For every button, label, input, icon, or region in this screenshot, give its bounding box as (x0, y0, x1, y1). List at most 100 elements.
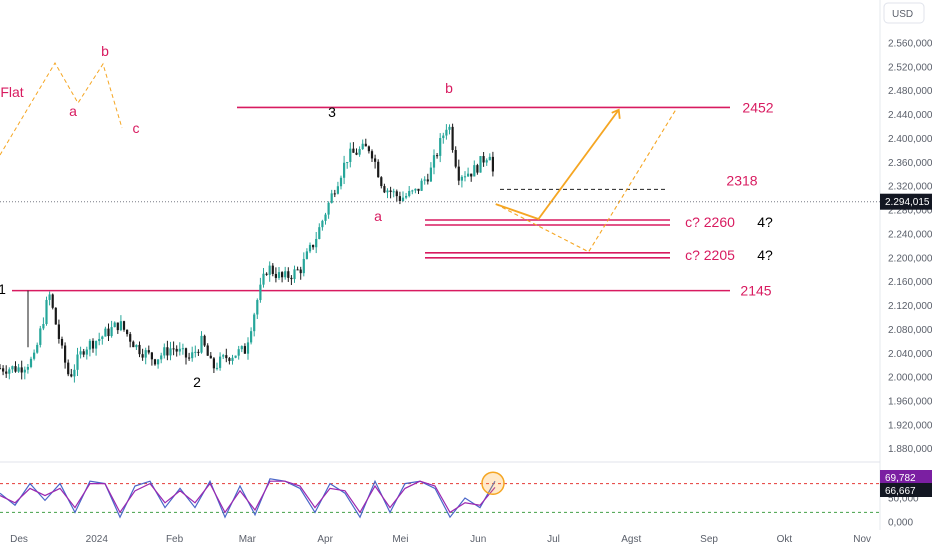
wave-label: c (133, 120, 140, 136)
candle-body (256, 300, 259, 315)
candle-body (104, 328, 107, 337)
candle-body (215, 367, 219, 369)
candle-body (39, 328, 42, 345)
candle-body (113, 322, 116, 328)
candle-body (355, 152, 358, 155)
stoch-highlight-circle (481, 471, 505, 495)
candle-body (116, 322, 119, 331)
candle-body (191, 352, 194, 359)
time-tick-label: Feb (166, 534, 184, 545)
candle-body (163, 347, 166, 356)
candle-body (473, 165, 476, 177)
wave-label: 2 (193, 374, 201, 390)
wave-label: 3 (328, 104, 336, 120)
candle-body (302, 258, 305, 274)
candle-body (153, 359, 157, 365)
candle-body (343, 162, 346, 178)
candle-body (231, 357, 234, 361)
candle-body (386, 190, 389, 193)
candle-body (389, 190, 392, 192)
candle-body (470, 173, 473, 177)
currency-label: USD (892, 9, 913, 20)
time-tick-label: Apr (317, 534, 333, 545)
candle-body (312, 244, 315, 248)
candle-body (339, 177, 343, 187)
candle-body (91, 340, 95, 349)
time-tick-label: Sep (700, 534, 718, 545)
candle-body (451, 126, 454, 151)
candle-body (88, 340, 91, 350)
time-tick-label: Nov (853, 534, 871, 545)
candle-body (219, 356, 222, 368)
candle-body (333, 193, 336, 195)
stoch-k-tag: 69,782 (885, 473, 916, 484)
candle-body (73, 369, 76, 377)
candle-body (426, 179, 429, 182)
candle-body (318, 227, 321, 239)
candle-body (60, 338, 64, 346)
candle-body (454, 150, 457, 167)
candle-body (23, 369, 26, 373)
level-label: c? 2205 (685, 247, 735, 263)
candle-body (129, 334, 132, 342)
candle-body (361, 143, 364, 150)
candle-body (45, 299, 48, 325)
wave-label: b (101, 43, 109, 59)
price-tick-label: 2.360,000 (888, 158, 932, 169)
price-tick-label: 2.320,000 (888, 182, 932, 193)
candle-body (172, 348, 175, 350)
candle-body (281, 272, 284, 278)
candle-body (370, 151, 374, 159)
candle-body (98, 338, 101, 342)
level-label: 2145 (740, 283, 771, 299)
candle-body (253, 314, 256, 332)
candle-body (392, 191, 395, 193)
candle-body (367, 146, 370, 152)
candle-body (203, 335, 206, 346)
candle-body (308, 244, 312, 252)
projection-solid[interactable] (495, 109, 620, 221)
candle-body (184, 348, 188, 358)
candle-body (457, 166, 460, 181)
candle-body (20, 367, 23, 373)
level-marker: 4? (757, 247, 773, 263)
candle-body (330, 193, 333, 203)
candle-body (222, 355, 225, 357)
candle-body (17, 367, 20, 372)
currency-badge[interactable]: USD (883, 2, 925, 24)
price-levels: 2452 2318 c? 2260 4? c? 2205 4? 2145 (12, 99, 774, 299)
candle-body (95, 341, 98, 349)
candle-body (107, 328, 110, 337)
candle-body (147, 350, 150, 353)
price-axis[interactable]: 1.880,000 1.920,000 1.960,000 2.000,000 2.04… (888, 39, 932, 456)
wave-labels: Flat a b c 1 2 3 a b (0, 43, 453, 390)
stoch-tags: 69,782 66,667 (880, 470, 932, 497)
candle-body (352, 148, 355, 153)
candle-body (268, 265, 271, 275)
candle-body (54, 307, 57, 325)
price-tick-label: 2.080,000 (888, 325, 932, 336)
candle-body (485, 160, 488, 163)
candle-body (178, 348, 181, 352)
price-tick-label: 1.960,000 (888, 397, 932, 408)
time-tick-label: Jun (470, 534, 486, 545)
candle-body (315, 238, 318, 248)
wave-label: a (69, 103, 77, 119)
time-axis[interactable]: Des 2024 Feb Mar Apr Mei Jun Jul Agst Sep Okt Nov (10, 534, 871, 545)
candle-body (271, 265, 274, 274)
time-tick-label: Mei (392, 534, 408, 545)
candle-body (290, 277, 293, 280)
candle-body (169, 348, 172, 356)
level-marker: 4? (757, 214, 773, 230)
candle-body (442, 135, 445, 139)
candle-body (197, 351, 200, 353)
stoch-d-line (0, 480, 496, 514)
candle-body (29, 358, 33, 367)
candle-body (445, 129, 448, 136)
price-tick-label: 2.280,000 (888, 206, 932, 217)
level-label: c? 2260 (685, 214, 735, 230)
candle-body (259, 284, 262, 301)
wave-label: b (445, 80, 453, 96)
candle-body (296, 269, 299, 271)
